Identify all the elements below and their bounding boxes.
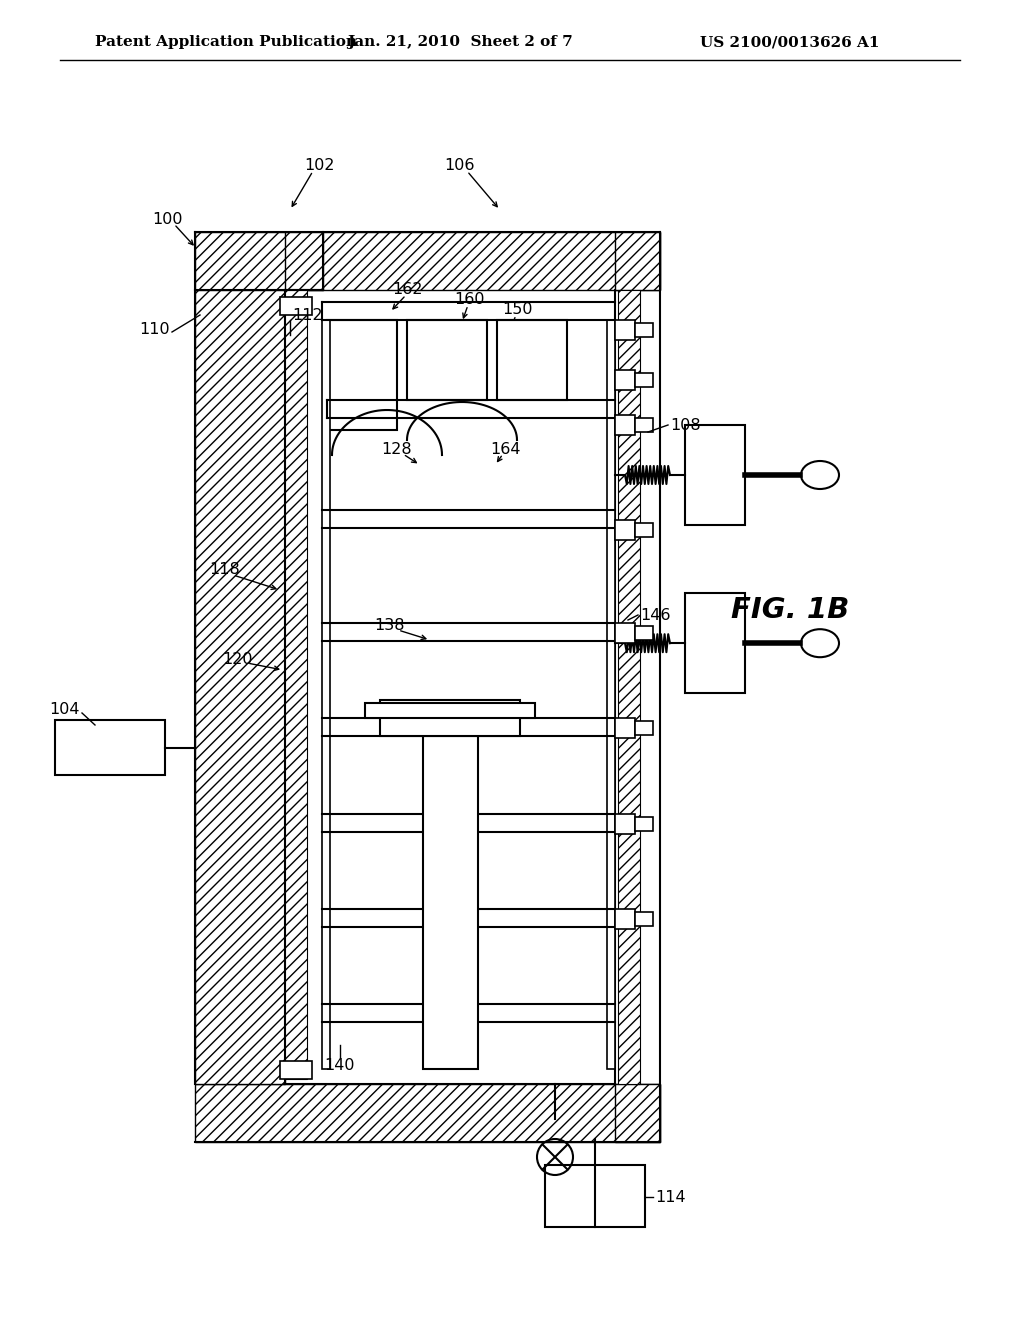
Text: Jan. 21, 2010  Sheet 2 of 7: Jan. 21, 2010 Sheet 2 of 7	[347, 36, 572, 49]
Text: VACUUM: VACUUM	[569, 1180, 621, 1193]
Text: 102: 102	[305, 157, 335, 173]
Text: GAS SOURCE: GAS SOURCE	[72, 730, 148, 743]
Text: 162: 162	[393, 282, 423, 297]
Bar	[195, 232, 660, 290]
Text: 114: 114	[655, 1189, 686, 1204]
Text: 106: 106	[444, 157, 475, 173]
Bar	[423, 737, 477, 1069]
Bar	[635, 722, 653, 735]
Text: 108: 108	[670, 417, 700, 433]
Bar	[635, 374, 653, 387]
Bar	[635, 912, 653, 925]
Text: 104: 104	[49, 702, 80, 718]
Bar	[497, 319, 567, 400]
Bar	[55, 719, 165, 775]
Bar	[615, 718, 635, 738]
Text: 100: 100	[153, 213, 183, 227]
Bar	[327, 319, 397, 430]
Text: FIG. 1B: FIG. 1B	[731, 597, 849, 624]
Bar	[615, 623, 635, 643]
Bar	[615, 370, 635, 389]
Bar	[685, 425, 745, 525]
Bar	[545, 1166, 645, 1228]
Bar	[635, 323, 653, 337]
Text: 128: 128	[382, 442, 413, 458]
Bar	[635, 626, 653, 640]
Bar	[615, 414, 635, 436]
Text: 140: 140	[325, 1057, 355, 1072]
Text: 164: 164	[489, 442, 520, 458]
Bar	[618, 290, 640, 1084]
Bar	[380, 701, 520, 737]
Text: Patent Application Publication: Patent Application Publication	[95, 36, 357, 49]
Bar	[615, 813, 635, 834]
Bar	[285, 290, 307, 1078]
Bar	[615, 319, 635, 341]
Text: 112: 112	[292, 308, 323, 322]
Bar	[195, 290, 285, 1084]
Bar	[280, 1061, 312, 1078]
Bar	[365, 704, 535, 718]
Text: 150: 150	[502, 302, 532, 318]
Bar	[615, 1084, 660, 1142]
Bar	[195, 1084, 660, 1142]
Bar	[280, 297, 312, 315]
Bar	[615, 520, 635, 540]
Text: 138: 138	[375, 618, 406, 632]
Bar	[407, 319, 487, 400]
Text: 118: 118	[210, 562, 241, 578]
Bar	[635, 523, 653, 537]
Text: 120: 120	[222, 652, 252, 668]
Text: 110: 110	[139, 322, 170, 338]
Ellipse shape	[801, 461, 839, 488]
Text: 160: 160	[454, 293, 484, 308]
Bar	[635, 817, 653, 830]
Bar	[285, 232, 323, 290]
Bar	[322, 319, 330, 1069]
Bar	[615, 908, 635, 929]
Text: US 2100/0013626 A1: US 2100/0013626 A1	[700, 36, 880, 49]
Bar	[285, 290, 615, 1084]
Bar	[635, 418, 653, 432]
Text: 146: 146	[640, 607, 671, 623]
Bar	[685, 593, 745, 693]
Bar	[615, 232, 660, 290]
Ellipse shape	[801, 630, 839, 657]
Bar	[607, 319, 615, 1069]
Text: PUMP: PUMP	[579, 1199, 611, 1212]
